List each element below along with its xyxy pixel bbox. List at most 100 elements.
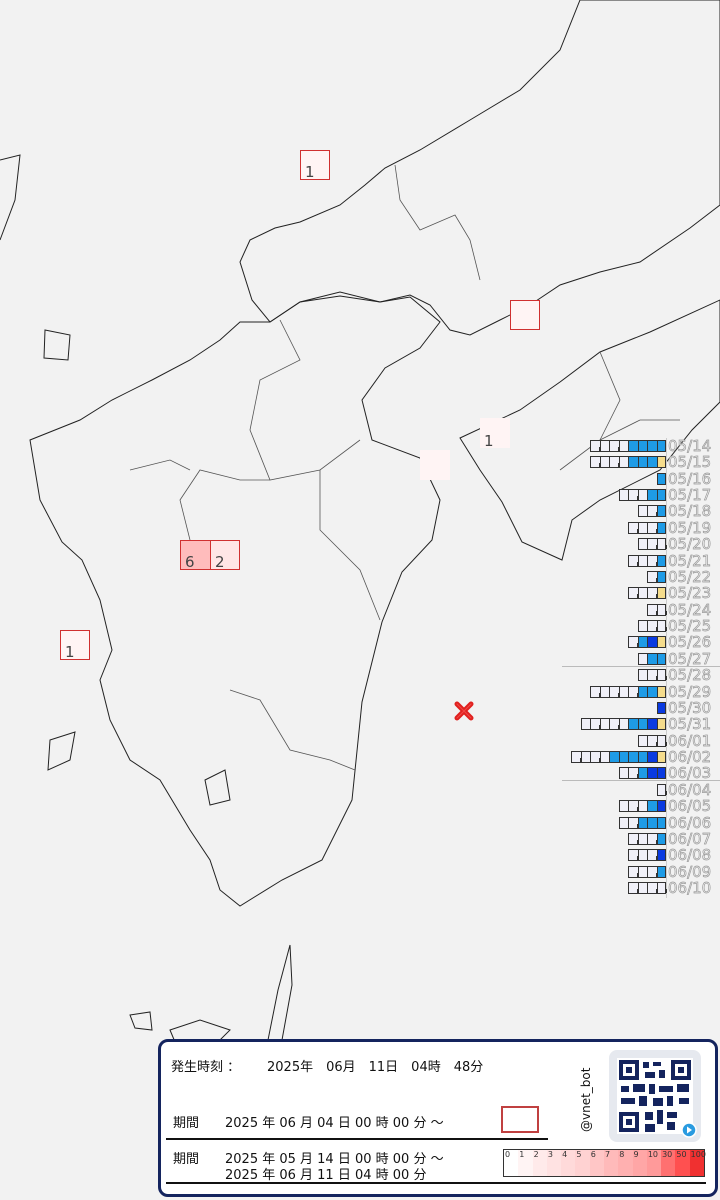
date-label: 06/10 bbox=[668, 878, 712, 898]
daily-count-row: 06/06 bbox=[562, 813, 720, 832]
daily-count-row: 05/20 bbox=[562, 535, 720, 554]
daily-count-bar bbox=[637, 669, 666, 682]
bar-segment-light bbox=[637, 538, 647, 551]
x-mark-icon bbox=[454, 701, 474, 721]
period1-label: 期間 bbox=[173, 1116, 200, 1131]
bar-segment-light bbox=[609, 685, 619, 698]
bar-segment-blue bbox=[656, 472, 666, 485]
daily-count-row: 05/24 bbox=[562, 600, 720, 619]
qr-code-icon[interactable] bbox=[609, 1050, 701, 1142]
bar-segment-light bbox=[590, 440, 600, 452]
daily-count-bar bbox=[580, 718, 666, 731]
date-label: 06/03 bbox=[668, 764, 712, 783]
daily-count-bar bbox=[637, 734, 666, 747]
daily-count-row: 06/07 bbox=[562, 830, 720, 848]
daily-count-bar bbox=[628, 849, 666, 862]
date-label: 05/27 bbox=[668, 649, 712, 668]
date-label: 05/14 bbox=[668, 437, 712, 456]
intensity-box: 2 bbox=[210, 540, 240, 571]
legend-label: 9 bbox=[633, 1150, 639, 1159]
legend-label: 7 bbox=[604, 1150, 611, 1159]
bar-segment-light bbox=[628, 800, 638, 813]
bar-segment-light bbox=[599, 685, 609, 698]
daily-count-bar bbox=[647, 570, 666, 583]
bar-segment-light bbox=[618, 718, 628, 731]
bar-segment-light bbox=[628, 685, 638, 698]
date-label: 05/18 bbox=[668, 502, 712, 521]
daily-count-row: 05/17 bbox=[562, 486, 720, 504]
intensity-box: 1 bbox=[480, 418, 510, 450]
legend-cell: 4 bbox=[561, 1150, 576, 1176]
prefecture-border bbox=[319, 470, 381, 621]
bar-segment-blue bbox=[647, 456, 657, 469]
bar-segment-light bbox=[637, 489, 647, 502]
daily-count-row: 05/21 bbox=[562, 551, 720, 570]
bar-segment-light bbox=[637, 865, 647, 878]
daily-count-row: 06/10 bbox=[562, 878, 720, 898]
legend-label: 50 bbox=[676, 1150, 687, 1159]
bar-segment-blue bbox=[656, 554, 666, 567]
date-label: 06/09 bbox=[668, 862, 712, 881]
bar-segment-light bbox=[637, 832, 647, 845]
bar-segment-dark bbox=[647, 751, 657, 764]
bar-segment-light bbox=[628, 767, 638, 780]
bar-segment-light bbox=[647, 734, 657, 747]
bar-segment-blue bbox=[647, 440, 657, 452]
intensity-box: 1 bbox=[300, 150, 330, 181]
bar-segment-blue bbox=[637, 456, 647, 469]
daily-count-bar bbox=[628, 636, 666, 649]
handle-text: @vnet_bot bbox=[579, 1067, 593, 1132]
bar-segment-light bbox=[647, 620, 657, 633]
honshu-coastline bbox=[239, 0, 720, 336]
intensity-box bbox=[510, 300, 540, 330]
date-label: 05/24 bbox=[668, 600, 712, 619]
bar-segment-light bbox=[656, 603, 666, 616]
week-divider bbox=[562, 780, 720, 782]
bar-segment-blue bbox=[637, 440, 647, 452]
daily-count-row: 05/19 bbox=[562, 518, 720, 537]
bar-segment-light bbox=[637, 505, 647, 518]
date-label: 06/06 bbox=[668, 813, 712, 832]
daily-count-bar bbox=[618, 800, 666, 813]
bar-segment-light bbox=[656, 734, 666, 747]
bar-segment-blue bbox=[656, 816, 666, 829]
bar-segment-blue bbox=[618, 751, 628, 764]
legend-label: 0 bbox=[505, 1150, 511, 1159]
bar-segment-light bbox=[609, 456, 619, 469]
bar-segment-light bbox=[571, 751, 581, 764]
period1-value: 2025 年 06 月 04 日 00 時 00 分 ～ bbox=[225, 1116, 444, 1131]
legend-cell: 2 bbox=[532, 1150, 547, 1176]
bar-segment-dark bbox=[656, 849, 666, 862]
date-label: 05/30 bbox=[668, 698, 712, 718]
bar-segment-light bbox=[628, 865, 638, 878]
daily-count-row: 06/05 bbox=[562, 797, 720, 815]
date-label: 05/19 bbox=[668, 518, 712, 537]
daily-count-bar bbox=[656, 783, 666, 796]
bar-segment-blue bbox=[656, 440, 666, 452]
daily-count-row: 05/18 bbox=[562, 502, 720, 521]
bar-segment-light bbox=[628, 489, 638, 502]
date-label: 05/21 bbox=[668, 551, 712, 570]
bar-segment-blue bbox=[647, 685, 657, 698]
bar-segment-light bbox=[647, 669, 657, 682]
bar-segment-blue bbox=[637, 751, 647, 764]
prefecture-border bbox=[394, 164, 481, 281]
daily-count-row: 06/03 bbox=[562, 764, 720, 783]
bar-segment-light bbox=[628, 849, 638, 862]
daily-count-bar bbox=[656, 701, 666, 714]
bar-segment-blue bbox=[647, 800, 657, 813]
island bbox=[129, 1011, 153, 1031]
daily-count-row: 05/23 bbox=[562, 584, 720, 603]
legend-label: 5 bbox=[576, 1150, 582, 1159]
daily-count-bar bbox=[628, 554, 666, 567]
play-icon[interactable] bbox=[681, 1122, 697, 1138]
divider bbox=[166, 1182, 706, 1184]
bar-segment-light bbox=[628, 521, 638, 534]
island bbox=[43, 329, 71, 361]
bar-segment-light bbox=[628, 636, 638, 649]
prefecture-border bbox=[249, 319, 361, 481]
bar-segment-light bbox=[580, 751, 590, 764]
bar-segment-light bbox=[647, 865, 657, 878]
daily-count-row: 05/26 bbox=[562, 633, 720, 652]
